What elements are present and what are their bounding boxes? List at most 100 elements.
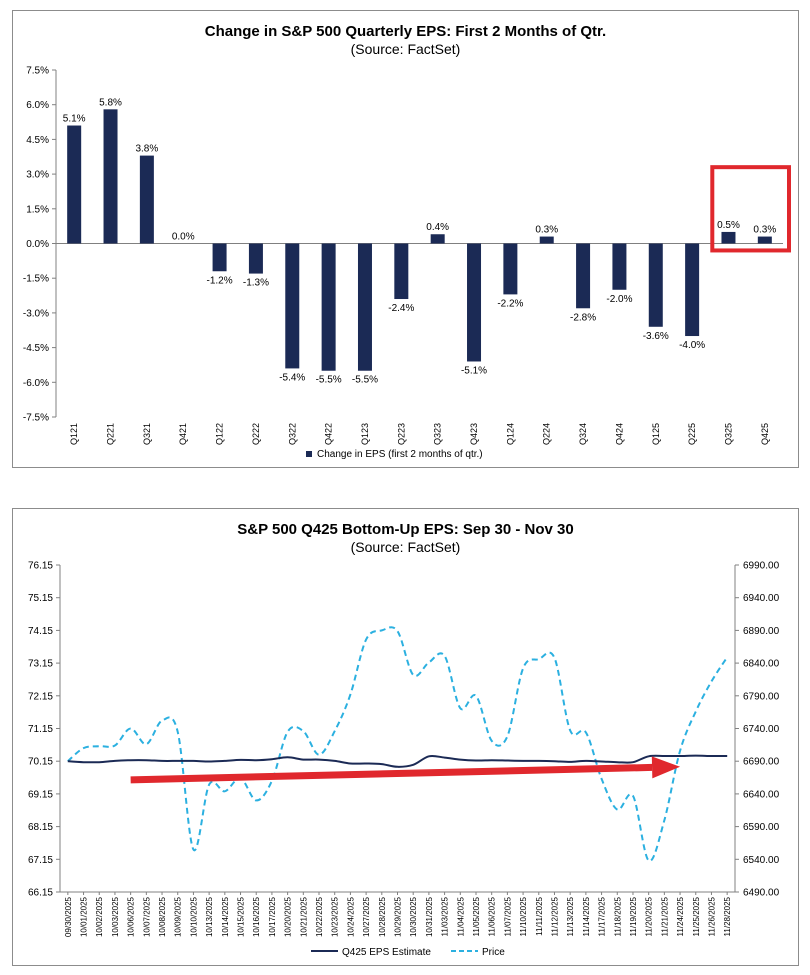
x-tick-label: 11/04/2025 xyxy=(456,896,465,936)
data-label-q423: -5.1% xyxy=(461,365,487,376)
data-label-q121: 5.1% xyxy=(63,114,86,125)
x-tick-label: 11/06/2025 xyxy=(488,896,497,936)
x-tick-q422: Q422 xyxy=(324,423,334,445)
chart2-left-tick-label: 74.15 xyxy=(28,626,53,637)
x-tick-label: 10/06/2025 xyxy=(127,896,136,937)
data-label-q222: -1.3% xyxy=(243,278,269,289)
chart2-right-tick-label: 6690.00 xyxy=(743,757,780,768)
x-tick-q324: Q324 xyxy=(578,423,588,445)
chart1-subtitle: (Source: FactSet) xyxy=(350,41,461,57)
chart1-legend: Change in EPS (first 2 months of qtr.) xyxy=(306,449,483,460)
x-tick-label: 10/15/2025 xyxy=(237,896,246,937)
chart2-left-tick-label: 72.15 xyxy=(28,691,53,702)
chart1-y-tick-label: -3.0% xyxy=(23,308,49,319)
x-tick-label: 10/01/2025 xyxy=(80,896,89,937)
data-label-q321: 3.8% xyxy=(135,144,158,155)
x-tick-label: 11/18/2025 xyxy=(613,896,622,936)
x-tick-label: 11/05/2025 xyxy=(472,896,481,936)
data-label-q422: -5.5% xyxy=(316,375,342,386)
x-tick-q222: Q222 xyxy=(251,423,261,445)
x-tick-q125: Q125 xyxy=(651,423,661,445)
x-tick-label: 11/07/2025 xyxy=(503,896,512,936)
x-tick-q221: Q221 xyxy=(106,423,116,445)
x-tick-label: 11/28/2025 xyxy=(723,896,732,936)
chart1-y-tick-label: 6.0% xyxy=(26,100,49,111)
x-tick-label: 10/10/2025 xyxy=(189,896,198,937)
x-tick-label: 10/16/2025 xyxy=(252,896,261,937)
trend-arrow-head xyxy=(651,756,681,779)
chart2-left-tick-label: 71.15 xyxy=(28,724,53,735)
x-tick-q322: Q322 xyxy=(287,423,297,445)
bar-q322 xyxy=(285,243,300,369)
data-label-q124: -2.2% xyxy=(497,298,523,309)
bar-q324 xyxy=(576,243,591,309)
x-tick-label: 11/12/2025 xyxy=(550,896,559,936)
chart1-y-tick-label: 0.0% xyxy=(26,239,49,250)
data-label-q324: -2.8% xyxy=(570,312,596,323)
bar-q321 xyxy=(139,155,154,244)
bar-q222 xyxy=(248,243,263,274)
x-tick-q424: Q424 xyxy=(614,423,624,445)
x-tick-label: 10/09/2025 xyxy=(174,896,183,937)
x-tick-label: 11/11/2025 xyxy=(535,896,544,935)
bar-q121 xyxy=(67,125,82,244)
x-tick-label: 11/03/2025 xyxy=(441,896,450,936)
chart2-axes: 76.15 75.15 74.15 73.15 72.15 71.15 70.15 69.15… xyxy=(28,561,780,899)
x-tick-label: 10/30/2025 xyxy=(409,896,418,937)
series-line-price xyxy=(67,626,729,862)
bar-q325 xyxy=(721,231,736,244)
bar-q221 xyxy=(103,109,118,244)
x-tick-q423: Q423 xyxy=(469,423,479,445)
bar-chart: 7.5% 6.0% 4.5% 3.0% 1.5% 0.0% -1.5% -3.0% -4.5% -… xyxy=(23,66,791,460)
x-tick-label: 11/13/2025 xyxy=(566,896,575,936)
x-tick-q225: Q225 xyxy=(687,423,697,445)
chart2-right-tick-label: 6890.00 xyxy=(743,626,780,637)
bar-q422 xyxy=(321,243,336,371)
chart1-x-ticks: Q121 Q221 Q321 Q421 Q122 Q222 Q322 Q422 Q123 Q223… xyxy=(69,423,770,445)
x-tick-label: 10/17/2025 xyxy=(268,896,277,937)
chart2-left-tick-label: 73.15 xyxy=(28,659,53,670)
chart2-left-tick-label: 70.15 xyxy=(28,757,53,768)
x-tick-label: 10/21/2025 xyxy=(299,896,308,937)
legend-swatch-eps-change xyxy=(306,451,312,457)
bar-q425 xyxy=(757,236,772,244)
data-label-q221: 5.8% xyxy=(99,97,122,108)
chart2-left-tick-label: 69.15 xyxy=(28,789,53,800)
chart1-bars xyxy=(67,109,772,371)
chart2-right-tick-label: 6490.00 xyxy=(743,888,780,899)
chart1-y-tick-label: -7.5% xyxy=(23,413,49,424)
eps-change-chart-panel: Change in S&P 500 Quarterly EPS: First 2… xyxy=(12,10,799,468)
chart1-data-labels: 5.1% 5.8% 3.8% 0.0% -1.2% -1.3% -5.4% -5.5% -5.5… xyxy=(63,97,777,385)
chart2-title: S&P 500 Q425 Bottom-Up EPS: Sep 30 - Nov… xyxy=(237,521,574,538)
chart1-y-tick-label: -6.0% xyxy=(23,378,49,389)
x-tick-q223: Q223 xyxy=(396,423,406,445)
chart2-right-tick-label: 6640.00 xyxy=(743,789,780,800)
x-tick-label: 11/25/2025 xyxy=(692,896,701,936)
series-line-q425-eps-estimate xyxy=(67,754,728,768)
bar-q424 xyxy=(612,243,627,290)
chart1-axes: 7.5% 6.0% 4.5% 3.0% 1.5% 0.0% -1.5% -3.0% -4.5% -… xyxy=(23,66,783,424)
chart2-subtitle: (Source: FactSet) xyxy=(350,539,461,555)
x-tick-label: 10/29/2025 xyxy=(394,896,403,937)
chart1-y-tick-label: 4.5% xyxy=(26,135,49,146)
chart1-y-tick-label: 1.5% xyxy=(26,204,49,215)
legend-label-eps-estimate: Q425 EPS Estimate xyxy=(342,947,431,958)
highlight-box xyxy=(710,165,791,253)
chart2-right-tick-label: 6840.00 xyxy=(743,659,780,670)
line-chart: 76.15 75.15 74.15 73.15 72.15 71.15 70.15 69.15… xyxy=(28,561,780,959)
chart1-title: Change in S&P 500 Quarterly EPS: First 2… xyxy=(204,23,607,40)
x-tick-label: 10/20/2025 xyxy=(284,896,293,937)
x-tick-label: 11/24/2025 xyxy=(676,896,685,936)
chart2-right-tick-label: 6990.00 xyxy=(743,561,780,572)
data-label-q421: 0.0% xyxy=(172,232,195,243)
chart1-y-tick-label: 3.0% xyxy=(26,170,49,181)
bar-q123 xyxy=(357,243,372,371)
x-tick-q323: Q323 xyxy=(433,423,443,445)
data-label-q125: -3.6% xyxy=(643,331,669,342)
x-tick-label: 10/28/2025 xyxy=(378,896,387,937)
chart2-right-tick-label: 6590.00 xyxy=(743,822,780,833)
data-label-q122: -1.2% xyxy=(207,275,233,286)
chart1-y-tick-label: -4.5% xyxy=(23,343,49,354)
chart2-left-tick-label: 76.15 xyxy=(28,561,53,572)
trend-arrow-shaft xyxy=(130,763,653,784)
